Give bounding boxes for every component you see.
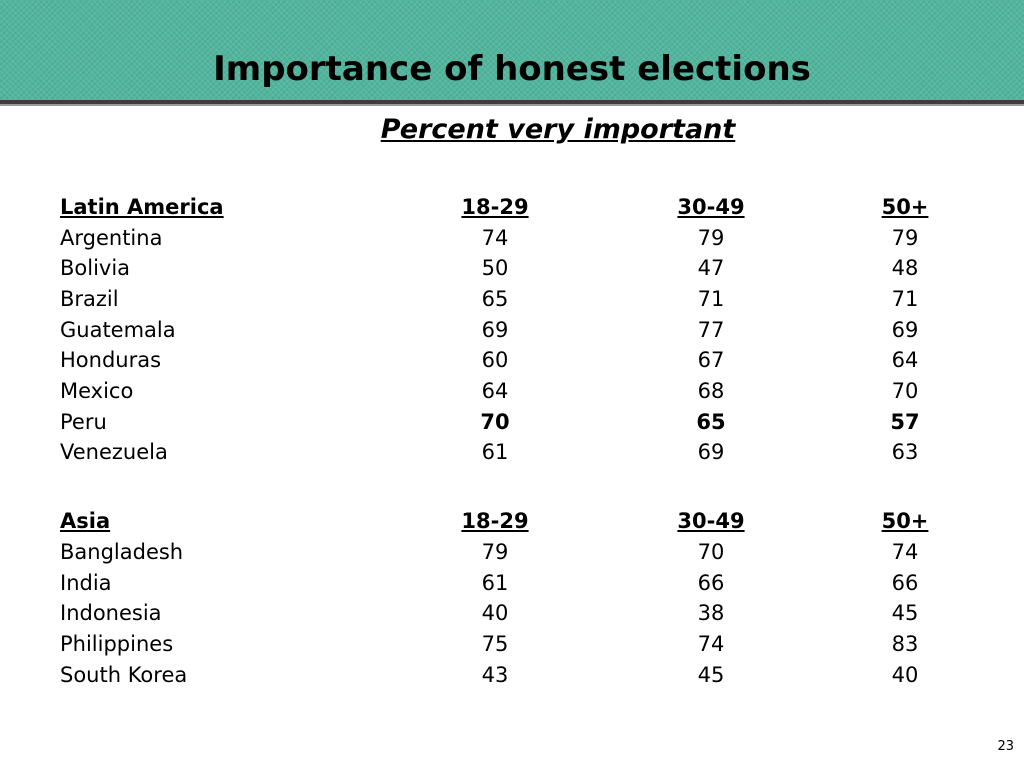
country-name: Argentina (60, 226, 163, 250)
region-header: Asia (60, 509, 111, 533)
column-header-30-49: 30-49 (677, 195, 745, 219)
header-band (0, 0, 1024, 100)
header-divider-shadow (0, 104, 1024, 106)
table-header-row: Asia 18-29 30-49 50+ (60, 506, 960, 536)
value-30-49: 38 (697, 601, 725, 625)
country-name: Venezuela (60, 440, 168, 464)
value-30-49: 45 (697, 663, 725, 687)
country-name: India (60, 571, 112, 595)
column-header-18-29: 18-29 (461, 509, 529, 533)
value-30-49: 77 (697, 318, 725, 342)
value-30-49: 74 (697, 632, 725, 656)
value-50-plus: 45 (891, 601, 919, 625)
value-50-plus: 66 (891, 571, 919, 595)
value-18-29: 40 (481, 601, 509, 625)
column-header-30-49: 30-49 (677, 509, 745, 533)
value-50-plus: 70 (891, 379, 919, 403)
table-row: Argentina 74 79 79 (60, 223, 960, 253)
value-30-49: 66 (697, 571, 725, 595)
value-18-29: 64 (481, 379, 509, 403)
value-50-plus: 40 (891, 663, 919, 687)
value-18-29: 75 (481, 632, 509, 656)
table-row: Mexico 64 68 70 (60, 376, 960, 406)
value-50-plus: 48 (891, 256, 919, 280)
value-30-49: 79 (697, 226, 725, 250)
value-50-plus: 71 (891, 287, 919, 311)
column-header-50-plus: 50+ (881, 509, 929, 533)
value-50-plus: 64 (891, 348, 919, 372)
slide-subtitle: Percent very important (380, 114, 736, 145)
value-18-29: 50 (481, 256, 509, 280)
table-row: Philippines 75 74 83 (60, 629, 960, 659)
value-18-29: 74 (481, 226, 509, 250)
table-row: Guatemala 69 77 69 (60, 315, 960, 345)
table-row: Venezuela 61 69 63 (60, 437, 960, 467)
country-name: Brazil (60, 287, 119, 311)
slide-title: Importance of honest elections (213, 49, 811, 89)
value-50-plus: 69 (891, 318, 919, 342)
country-name: Peru (60, 410, 107, 434)
country-name: Indonesia (60, 601, 162, 625)
value-30-49: 70 (697, 540, 725, 564)
table-row: Bolivia 50 47 48 (60, 253, 960, 283)
column-header-18-29: 18-29 (461, 195, 529, 219)
column-header-50-plus: 50+ (881, 195, 929, 219)
page-number: 23 (997, 739, 1014, 754)
value-18-29: 79 (481, 540, 509, 564)
value-30-49: 69 (697, 440, 725, 464)
value-18-29: 61 (481, 571, 509, 595)
value-50-plus: 57 (890, 410, 920, 434)
country-name: Guatemala (60, 318, 176, 342)
table-row: Honduras 60 67 64 (60, 345, 960, 375)
value-18-29: 69 (481, 318, 509, 342)
table-header-row: Latin America 18-29 30-49 50+ (60, 192, 960, 222)
value-30-49: 47 (697, 256, 725, 280)
value-50-plus: 83 (891, 632, 919, 656)
value-18-29: 61 (481, 440, 509, 464)
value-30-49: 65 (696, 410, 726, 434)
country-name: Mexico (60, 379, 134, 403)
country-name: Honduras (60, 348, 162, 372)
value-18-29: 70 (480, 410, 510, 434)
value-50-plus: 79 (891, 226, 919, 250)
table-row: Indonesia 40 38 45 (60, 598, 960, 628)
value-50-plus: 74 (891, 540, 919, 564)
value-18-29: 43 (481, 663, 509, 687)
region-header: Latin America (60, 195, 224, 219)
table-row: Bangladesh 79 70 74 (60, 537, 960, 567)
value-30-49: 71 (697, 287, 725, 311)
table-row: Peru 70 65 57 (60, 407, 960, 437)
country-name: Bolivia (60, 256, 131, 280)
country-name: Philippines (60, 632, 174, 656)
table-row: Brazil 65 71 71 (60, 284, 960, 314)
table-row: South Korea 43 45 40 (60, 660, 960, 690)
value-18-29: 60 (481, 348, 509, 372)
value-30-49: 67 (697, 348, 725, 372)
value-18-29: 65 (481, 287, 509, 311)
value-50-plus: 63 (891, 440, 919, 464)
country-name: Bangladesh (60, 540, 184, 564)
country-name: South Korea (60, 663, 188, 687)
value-30-49: 68 (697, 379, 725, 403)
header-divider (0, 100, 1024, 104)
table-row: India 61 66 66 (60, 568, 960, 598)
